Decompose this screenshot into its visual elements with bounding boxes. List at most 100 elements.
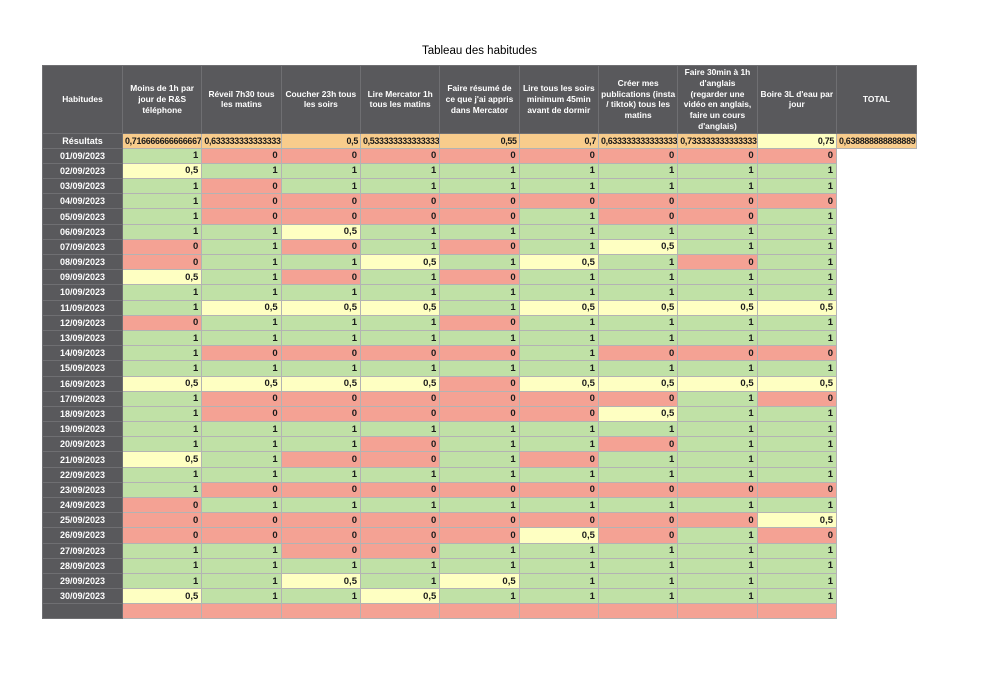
habit-value-cell[interactable]: 0 xyxy=(359,147,441,164)
habit-value-cell[interactable]: 0 xyxy=(597,345,679,362)
habit-value-cell[interactable]: 0,5 xyxy=(280,375,361,392)
habit-value-cell[interactable]: 1 xyxy=(597,360,679,377)
habit-value-cell[interactable]: 1 xyxy=(756,405,838,423)
row-header-date[interactable]: 09/09/2023 xyxy=(42,269,123,286)
column-header-habit-8[interactable]: Faire 30min à 1h d'anglais (regarder une… xyxy=(677,65,758,134)
habit-value-cell[interactable]: 0 xyxy=(201,345,282,362)
habit-value-cell[interactable]: 0,5 xyxy=(518,375,599,392)
habit-value-cell[interactable]: 1 xyxy=(439,496,520,514)
habit-value-cell[interactable]: 1 xyxy=(756,557,838,574)
habit-value-cell[interactable]: 1 xyxy=(518,542,599,559)
habit-value-cell[interactable]: 0 xyxy=(359,208,441,225)
habit-value-cell[interactable]: 0 xyxy=(201,527,282,544)
habit-value-cell[interactable]: 0 xyxy=(597,147,679,164)
habit-value-cell[interactable]: 0 xyxy=(597,436,679,453)
habit-value-cell[interactable]: 1 xyxy=(201,223,282,240)
habit-value-cell[interactable]: 1 xyxy=(756,178,838,195)
habit-value-cell[interactable]: 1 xyxy=(201,314,282,331)
habit-value-cell[interactable]: 0 xyxy=(359,451,441,468)
habit-value-cell[interactable]: 1 xyxy=(201,542,282,559)
habit-value-cell[interactable]: 1 xyxy=(359,269,441,286)
habit-value-cell[interactable]: 0 xyxy=(518,147,599,164)
habit-value-cell[interactable]: 1 xyxy=(677,436,758,453)
habit-value-cell[interactable]: 1 xyxy=(597,466,679,483)
habit-value-cell[interactable]: 1 xyxy=(756,588,838,605)
habit-value-cell[interactable]: 1 xyxy=(121,147,203,164)
habit-value-cell[interactable]: 1 xyxy=(597,496,679,514)
column-header-habit-3[interactable]: Coucher 23h tous les soirs xyxy=(280,65,361,134)
habit-value-cell[interactable]: 0 xyxy=(597,527,679,544)
habit-value-cell[interactable]: 1 xyxy=(201,557,282,574)
habit-value-cell[interactable]: 0 xyxy=(756,481,838,499)
row-header-date[interactable]: 25/09/2023 xyxy=(42,512,123,529)
habit-value-cell[interactable]: 0 xyxy=(201,147,282,164)
result-average-cell[interactable]: 0,55 xyxy=(439,132,520,149)
row-header-date[interactable]: 17/09/2023 xyxy=(42,390,123,407)
habit-value-cell[interactable]: 0,5 xyxy=(121,451,203,468)
habit-value-cell[interactable]: 1 xyxy=(518,314,599,331)
habit-value-cell[interactable]: 1 xyxy=(439,421,520,438)
row-header-date[interactable]: 28/09/2023 xyxy=(42,557,123,574)
habit-value-cell[interactable]: 1 xyxy=(677,269,758,286)
habit-value-cell[interactable]: 0 xyxy=(201,405,282,423)
habit-value-cell[interactable]: 1 xyxy=(756,360,838,377)
habit-value-cell[interactable]: 1 xyxy=(201,421,282,438)
habit-value-cell[interactable]: 0 xyxy=(280,147,361,164)
habit-value-cell[interactable]: 0 xyxy=(121,527,203,544)
habit-value-cell[interactable]: 1 xyxy=(121,345,203,362)
row-header-date[interactable]: 06/09/2023 xyxy=(42,223,123,240)
row-header-date[interactable]: 20/09/2023 xyxy=(42,436,123,453)
habit-value-cell[interactable]: 1 xyxy=(121,466,203,483)
column-header-habit-4[interactable]: Lire Mercator 1h tous les matins xyxy=(359,65,441,134)
habit-value-cell[interactable]: 0,5 xyxy=(201,375,282,392)
habit-value-cell[interactable]: 0 xyxy=(756,345,838,362)
habit-value-cell[interactable]: 0 xyxy=(359,542,441,559)
habit-value-cell[interactable]: 1 xyxy=(359,421,441,438)
habit-value-cell[interactable]: 0 xyxy=(359,390,441,407)
habit-value-cell[interactable]: 0 xyxy=(518,512,599,529)
habit-value-cell[interactable]: 1 xyxy=(280,329,361,347)
column-header-total[interactable]: TOTAL xyxy=(836,65,917,134)
habit-value-cell[interactable]: 0 xyxy=(280,451,361,468)
habit-value-cell[interactable]: 1 xyxy=(597,162,679,180)
habit-value-cell[interactable]: 1 xyxy=(597,421,679,438)
row-header-date[interactable]: 30/09/2023 xyxy=(42,588,123,605)
habit-value-cell[interactable]: 1 xyxy=(121,360,203,377)
habit-value-cell[interactable]: 0 xyxy=(121,314,203,331)
habit-value-cell[interactable]: 1 xyxy=(121,421,203,438)
habit-value-cell[interactable]: 1 xyxy=(518,496,599,514)
habit-value-cell[interactable]: 1 xyxy=(597,542,679,559)
habit-value-cell[interactable]: 1 xyxy=(677,360,758,377)
habit-value-cell[interactable]: 1 xyxy=(439,178,520,195)
empty-habit-cell[interactable] xyxy=(439,603,520,620)
habit-value-cell[interactable]: 1 xyxy=(677,329,758,347)
habit-value-cell[interactable]: 1 xyxy=(677,178,758,195)
habit-value-cell[interactable]: 1 xyxy=(121,405,203,423)
habit-value-cell[interactable]: 1 xyxy=(280,284,361,301)
habit-value-cell[interactable]: 0,5 xyxy=(201,299,282,316)
habit-value-cell[interactable]: 0,5 xyxy=(359,253,441,271)
row-header-date[interactable]: 18/09/2023 xyxy=(42,405,123,423)
habit-value-cell[interactable]: 1 xyxy=(201,284,282,301)
habit-value-cell[interactable]: 0 xyxy=(201,512,282,529)
habit-value-cell[interactable]: 0 xyxy=(439,238,520,256)
habit-value-cell[interactable]: 1 xyxy=(677,557,758,574)
result-total-cell[interactable]: 0,638888888888889 xyxy=(836,132,917,149)
row-header-date[interactable]: 01/09/2023 xyxy=(42,147,123,164)
result-average-cell[interactable]: 0,5 xyxy=(280,132,361,149)
habit-value-cell[interactable]: 1 xyxy=(597,314,679,331)
row-header-date[interactable]: 21/09/2023 xyxy=(42,451,123,468)
habit-value-cell[interactable]: 1 xyxy=(677,527,758,544)
habit-value-cell[interactable]: 0 xyxy=(439,193,520,210)
habit-value-cell[interactable]: 1 xyxy=(121,390,203,407)
habit-value-cell[interactable]: 1 xyxy=(518,421,599,438)
column-header-habit-7[interactable]: Créer mes publications (insta / tiktok) … xyxy=(597,65,679,134)
habit-value-cell[interactable]: 1 xyxy=(756,542,838,559)
habit-value-cell[interactable]: 0 xyxy=(359,436,441,453)
habit-value-cell[interactable]: 0 xyxy=(280,238,361,256)
habit-value-cell[interactable]: 0 xyxy=(359,527,441,544)
habit-value-cell[interactable]: 1 xyxy=(518,178,599,195)
habit-value-cell[interactable]: 1 xyxy=(280,557,361,574)
habit-value-cell[interactable]: 1 xyxy=(280,421,361,438)
habit-value-cell[interactable]: 1 xyxy=(201,360,282,377)
